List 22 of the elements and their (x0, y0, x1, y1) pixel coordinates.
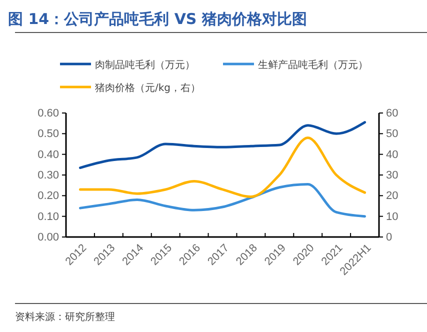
y2-tick-label: 60 (386, 108, 398, 120)
y-tick-label: 0.00 (38, 232, 59, 244)
y-tick-label: 0.60 (38, 108, 59, 120)
legend-label: 肉制品吨毛利（万元） (95, 59, 195, 71)
line-series (78, 183, 366, 218)
y2-tick-label: 30 (386, 170, 398, 182)
y2-tick-label: 50 (386, 128, 398, 140)
chart-title: 图 14：公司产品吨毛利 VS 猪肉价格对比图 (8, 10, 307, 28)
y-tick-label: 0.40 (38, 148, 59, 161)
y2-tick-label: 0 (386, 232, 392, 244)
line-series (78, 121, 366, 170)
y-tick-label: 0.10 (38, 210, 59, 223)
legend-label: 生鲜产品吨毛利（万元） (258, 59, 368, 71)
y2-tick-label: 10 (386, 210, 398, 223)
y-tick-label: 0.50 (38, 128, 59, 140)
y-tick-label: 0.20 (38, 190, 59, 202)
y2-tick-label: 20 (386, 190, 398, 202)
y-tick-label: 0.30 (38, 170, 59, 182)
text: 资料来源：研究所整理 (15, 311, 115, 323)
legend-label: 猪肉价格（元/kg，右） (95, 82, 201, 94)
y2-tick-label: 40 (386, 148, 398, 161)
line-series (78, 136, 366, 198)
